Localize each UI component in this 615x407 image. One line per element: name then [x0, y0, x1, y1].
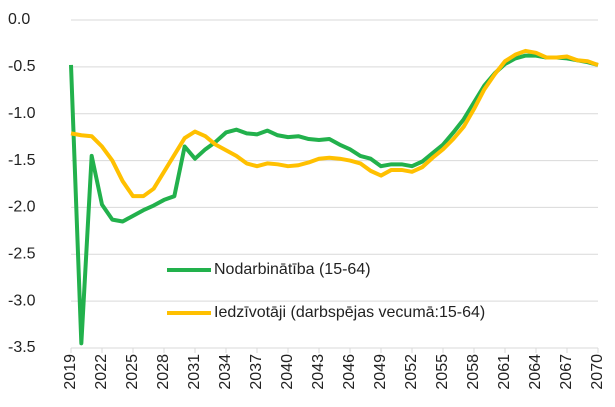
x-tick-label: 2052: [403, 354, 420, 390]
x-tick-label: 2022: [93, 354, 110, 390]
x-tick-label: 2040: [279, 354, 296, 390]
x-tick-label: 2043: [310, 354, 327, 390]
x-tick-label: 2046: [341, 354, 358, 390]
x-tick-label: 2055: [434, 354, 451, 390]
y-tick-label: -2.5: [8, 246, 36, 263]
y-tick-label: -3.0: [8, 292, 36, 309]
y-tick-label: -3.5: [8, 339, 36, 356]
line: [69, 53, 599, 346]
x-tick-label: 2037: [248, 354, 265, 390]
x-tick-label: 2034: [217, 354, 234, 390]
line: [70, 48, 599, 199]
x-tick-label: 2061: [496, 354, 513, 390]
x-tick-label: 2064: [527, 354, 544, 390]
y-tick-label: -2.0: [8, 199, 36, 216]
legend-label: Nodarbinātība (15-64): [214, 261, 371, 278]
y-tick-label: -1.5: [8, 152, 36, 169]
y-tick-label: 0.0: [8, 11, 30, 28]
y-tick-label: -1.0: [8, 105, 36, 122]
x-tick-label: 2058: [465, 354, 482, 390]
x-tick-label: 2067: [558, 354, 575, 390]
legend-label: Iedzīvotāji (darbspējas vecumā:15-64): [214, 304, 485, 321]
x-tick-label: 2070: [589, 354, 606, 390]
x-tick-label: 2025: [124, 354, 141, 390]
x-tick-label: 2049: [372, 354, 389, 390]
y-tick-label: -0.5: [8, 58, 36, 75]
x-tick-label: 2019: [62, 354, 79, 390]
x-tick-label: 2028: [155, 354, 172, 390]
x-tick-label: 2031: [186, 354, 203, 390]
